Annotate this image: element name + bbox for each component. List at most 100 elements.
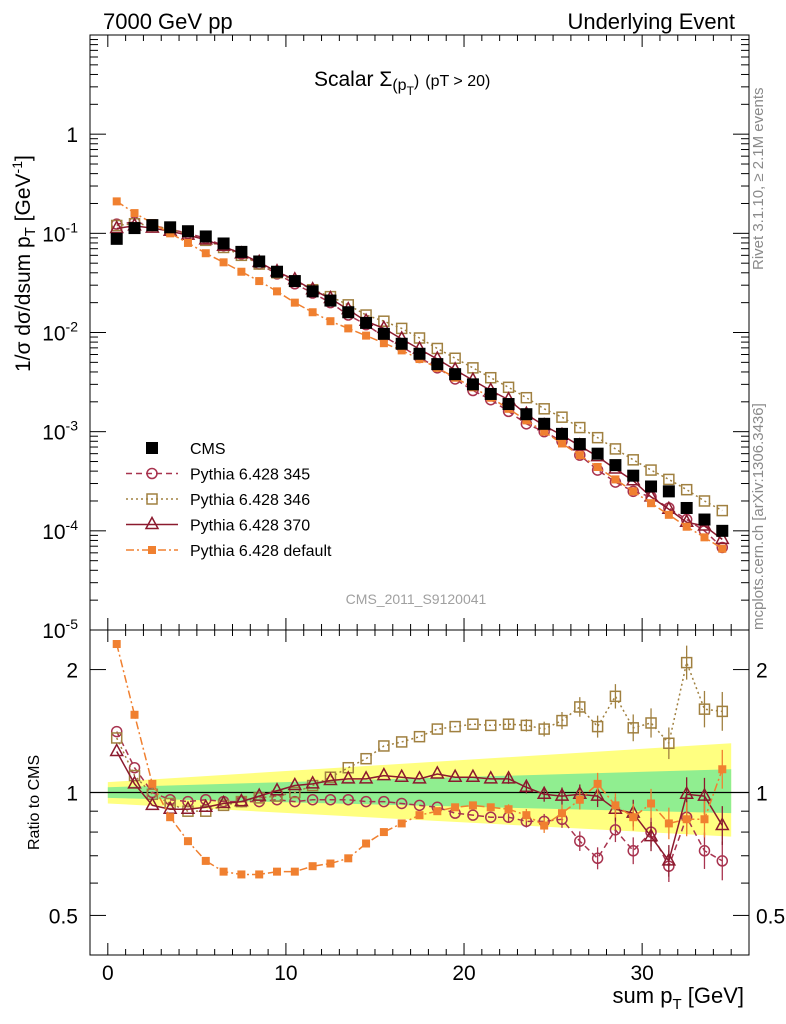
legend-marker bbox=[146, 493, 158, 505]
data-point bbox=[128, 222, 141, 235]
ratio-series-line bbox=[116, 751, 723, 863]
ratio-y-tick-label-right: 0.5 bbox=[756, 905, 785, 928]
legend-label: CMS bbox=[190, 441, 226, 458]
ratio-y-tick-label-right: 2 bbox=[756, 660, 768, 683]
ratio-point bbox=[484, 811, 497, 823]
ratio-point bbox=[540, 821, 549, 830]
ratio-point bbox=[468, 801, 477, 810]
data-point bbox=[342, 306, 355, 319]
ratio-point bbox=[415, 811, 424, 820]
ratio-point bbox=[379, 828, 388, 837]
data-point bbox=[397, 346, 406, 355]
ratio-point bbox=[394, 768, 409, 782]
ratio-point bbox=[627, 722, 639, 734]
data-point bbox=[344, 324, 353, 333]
data-point bbox=[217, 237, 230, 250]
data-point bbox=[682, 522, 691, 531]
ratio-point bbox=[216, 794, 231, 809]
ratio-point bbox=[324, 793, 337, 806]
ratio-point bbox=[183, 837, 192, 846]
data-point bbox=[181, 225, 194, 238]
ratio-point bbox=[609, 690, 622, 703]
main-series-layer bbox=[109, 197, 730, 554]
ratio-point bbox=[130, 710, 139, 719]
x-axis-label: sum pT [GeV] bbox=[613, 983, 744, 1013]
ratio-point bbox=[308, 862, 317, 871]
ratio-point bbox=[180, 800, 196, 814]
ratio-y-tick-label: 0.5 bbox=[49, 905, 78, 928]
data-point bbox=[467, 362, 479, 374]
ratio-point bbox=[449, 720, 461, 733]
data-point bbox=[664, 510, 673, 519]
y-tick-label: 1 bbox=[66, 124, 78, 147]
series-line bbox=[116, 222, 723, 512]
data-point bbox=[466, 378, 479, 391]
data-point bbox=[290, 298, 299, 307]
ratio-point bbox=[148, 779, 157, 788]
data-point bbox=[484, 387, 497, 400]
data-point bbox=[718, 544, 727, 553]
ratio-point bbox=[200, 793, 212, 806]
ratio-point bbox=[538, 723, 550, 735]
ratio-point bbox=[326, 859, 335, 868]
ratio-point bbox=[522, 811, 531, 820]
data-point bbox=[611, 475, 620, 484]
legend-label: Pythia 6.428 346 bbox=[190, 492, 310, 509]
data-point bbox=[700, 533, 709, 542]
ratio-point bbox=[557, 809, 566, 818]
data-point bbox=[219, 258, 228, 267]
legend-marker bbox=[146, 467, 158, 480]
ratio-point bbox=[290, 867, 299, 876]
ratio-point bbox=[166, 813, 175, 822]
data-point bbox=[538, 417, 551, 430]
ratio-point bbox=[413, 799, 426, 812]
ratio-point bbox=[575, 795, 584, 804]
data-point bbox=[627, 454, 639, 466]
ratio-point bbox=[679, 785, 694, 800]
ratio-point bbox=[451, 803, 460, 812]
ratio-point bbox=[556, 714, 568, 727]
legend-entry: Pythia 6.428 default bbox=[126, 543, 332, 560]
y-tick-label: 10-1 bbox=[42, 219, 78, 246]
mcplots-source-label: mcplots.cern.ch [arXiv:1306.3436] bbox=[750, 403, 767, 630]
data-point bbox=[574, 421, 586, 434]
data-point bbox=[609, 459, 622, 472]
legend-marker bbox=[148, 546, 156, 554]
ratio-point bbox=[378, 795, 390, 808]
ratio-point bbox=[467, 718, 479, 730]
ratio-point bbox=[219, 867, 228, 876]
y-tick-label: 10-4 bbox=[42, 517, 78, 544]
ratio-series-line bbox=[116, 660, 723, 812]
axis-tick-labels: 0 10 20 30 1 10-1 10-2 10-3 10-4 10-5 0.5 0.5 1 1 2 2 bbox=[42, 124, 785, 985]
ratio-point bbox=[574, 701, 586, 713]
data-point bbox=[377, 327, 390, 340]
ratio-point bbox=[611, 801, 620, 810]
ratio-point bbox=[323, 771, 338, 786]
ratio-point bbox=[431, 723, 444, 735]
ratio-point bbox=[109, 742, 124, 757]
ratio-series-layer bbox=[109, 640, 730, 882]
data-point bbox=[379, 339, 388, 348]
ratio-y-tick-label: 1 bbox=[66, 783, 78, 806]
data-point bbox=[645, 480, 658, 493]
ratio-point bbox=[698, 845, 711, 857]
data-point bbox=[484, 371, 497, 384]
data-point bbox=[255, 277, 264, 286]
ratio-point bbox=[715, 816, 730, 831]
data-point bbox=[201, 249, 210, 258]
ratio-point bbox=[430, 765, 445, 779]
data-point bbox=[235, 245, 248, 258]
data-point bbox=[557, 439, 566, 448]
data-point bbox=[395, 337, 408, 350]
ratio-point bbox=[680, 656, 693, 669]
ratio-point bbox=[590, 787, 605, 801]
legend-entry: CMS bbox=[146, 441, 226, 458]
data-point bbox=[680, 483, 693, 496]
ratio-point bbox=[251, 787, 267, 801]
data-point bbox=[609, 443, 622, 455]
ratio-point bbox=[661, 852, 677, 866]
data-point bbox=[502, 398, 515, 411]
ratio-point bbox=[647, 799, 656, 808]
y-tick-label: 10-3 bbox=[42, 418, 78, 445]
ratio-point bbox=[237, 870, 246, 879]
